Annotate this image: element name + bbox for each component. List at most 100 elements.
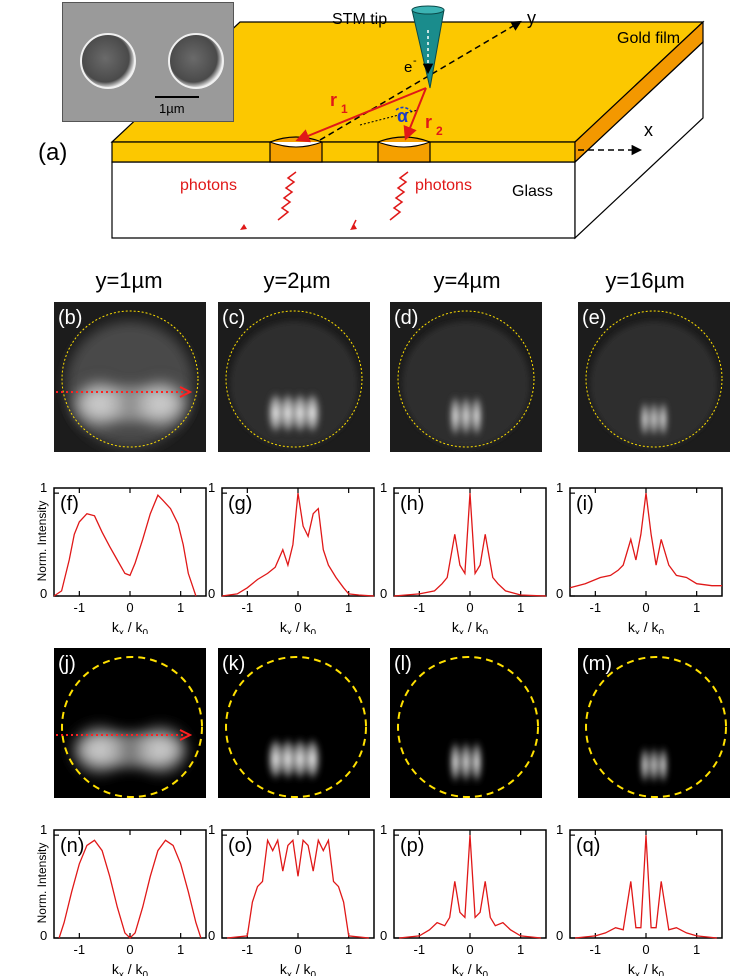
x-tick-label: 0 [294, 942, 301, 957]
column-header-4: y=16µm [605, 268, 685, 293]
x-tick-label: 1 [345, 600, 352, 615]
column-header-1: y=1µm [95, 268, 163, 293]
chart-h: -1 0 1 (h) kx / k0 [393, 487, 547, 634]
x-tick-label: -1 [590, 942, 602, 957]
panel-label: (m) [582, 653, 612, 675]
r2-label: r [425, 112, 432, 132]
panel-label: (n) [60, 835, 84, 857]
x-axis-label: kx / k0 [112, 961, 149, 976]
panel-label: (g) [228, 493, 252, 515]
panel-label: (j) [58, 653, 76, 675]
y-tick-label: 0 [40, 586, 48, 601]
y-axis [319, 20, 522, 141]
x-tick-label: 1 [345, 942, 352, 957]
alpha-arc [395, 106, 413, 113]
panel-label: (i) [576, 493, 594, 515]
simulated-image-3: (l) [390, 648, 542, 798]
glass-front-face [111, 161, 576, 239]
y-tick-label: 1 [208, 822, 216, 837]
panel-label: (f) [60, 493, 79, 515]
series-line [58, 839, 202, 939]
series-line [227, 838, 369, 939]
chart-p: -1 0 1 (p) kx / k0 [393, 829, 547, 976]
x-tick-label: -1 [242, 600, 254, 615]
hole-left [269, 136, 323, 163]
x-tick-label: 0 [466, 942, 473, 957]
sem-hole-right [168, 33, 224, 89]
x-tick-label: -1 [74, 600, 86, 615]
column-header-2: y=2µm [263, 268, 331, 293]
scale-bar-label: 1µm [159, 101, 185, 116]
simulated-image-2: (k) [218, 648, 370, 798]
alpha-label: α [397, 106, 408, 126]
x-axis-label: kx / k0 [452, 619, 489, 634]
x-tick-label: 0 [126, 942, 133, 957]
experimental-image-3: (d) [390, 302, 542, 452]
x-tick-label: 1 [177, 942, 184, 957]
r1-vector [295, 87, 427, 143]
x-tick-label: 1 [177, 600, 184, 615]
gold-film-front [111, 141, 576, 163]
r2-vector [403, 87, 427, 141]
column-header-3: y=4µm [433, 268, 501, 293]
chart-g: -1 0 1 (g) kx / k0 [221, 487, 375, 634]
gold-film-side [574, 20, 704, 164]
y-axis-label: y [527, 8, 536, 28]
sem-hole-left [80, 33, 136, 89]
x-tick-label: 1 [693, 942, 700, 957]
simulated-image-4: (m) [578, 648, 730, 798]
y-tick-label: 1 [380, 822, 388, 837]
x-axis-label: kx / k0 [280, 961, 317, 976]
y-tick-label: 1 [208, 480, 216, 495]
y-tick-label: 1 [556, 822, 564, 837]
x-tick-label: -1 [242, 942, 254, 957]
photons-left-label: photons [180, 177, 237, 194]
y-tick-label: 1 [380, 480, 388, 495]
y-tick-label: 0 [556, 928, 564, 943]
photon-wave-left [277, 171, 297, 221]
gold-film-label: Gold film [617, 30, 680, 47]
glass-label: Glass [512, 183, 553, 200]
series-line [393, 493, 547, 597]
x-tick-label: 0 [642, 942, 649, 957]
y-tick-label: 0 [208, 928, 216, 943]
chart-n: -1 0 1 (n) kx / k0 [53, 829, 207, 976]
r1-sub: 1 [341, 102, 348, 116]
x-tick-label: -1 [590, 600, 602, 615]
x-axis-label: kx / k0 [628, 619, 665, 634]
y-tick-label: 0 [556, 586, 564, 601]
chart-o: -1 0 1 (o) kx / k0 [221, 829, 375, 976]
chart-q: -1 0 1 (q) kx / k0 [569, 829, 723, 976]
panel-label: (e) [582, 307, 606, 329]
electron-label: e [404, 59, 412, 76]
x-axis-label: kx / k0 [452, 961, 489, 976]
x-tick-label: 0 [642, 600, 649, 615]
y-tick-label: 0 [208, 586, 216, 601]
series-line [575, 835, 717, 939]
x-tick-label: 1 [517, 942, 524, 957]
panel-label: (c) [222, 307, 245, 329]
x-tick-label: 0 [466, 600, 473, 615]
x-tick-label: -1 [414, 942, 426, 957]
r1-label: r [330, 90, 337, 110]
x-axis-label: x [644, 120, 653, 140]
y-tick-label: 0 [40, 928, 48, 943]
experimental-image-4: (e) [578, 302, 730, 452]
r2-sub: 2 [436, 124, 443, 138]
series-line [53, 494, 197, 597]
panel-label: (h) [400, 493, 424, 515]
x-axis-label: kx / k0 [112, 619, 149, 634]
y-tick-label: 1 [556, 480, 564, 495]
y-tick-label: 0 [380, 586, 388, 601]
x-tick-label: 0 [126, 600, 133, 615]
experimental-image-1: (b) [54, 302, 206, 452]
y-tick-label: 0 [380, 928, 388, 943]
panel-label: (q) [576, 835, 600, 857]
x-axis-label: kx / k0 [628, 961, 665, 976]
panel-a-schematic: STM tip Gold film Glass photons photons … [38, 5, 705, 240]
electron-sup: - [413, 55, 417, 67]
panel-label: (d) [394, 307, 418, 329]
x-tick-label: -1 [74, 942, 86, 957]
x-tick-label: 1 [517, 600, 524, 615]
series-line [221, 493, 375, 597]
